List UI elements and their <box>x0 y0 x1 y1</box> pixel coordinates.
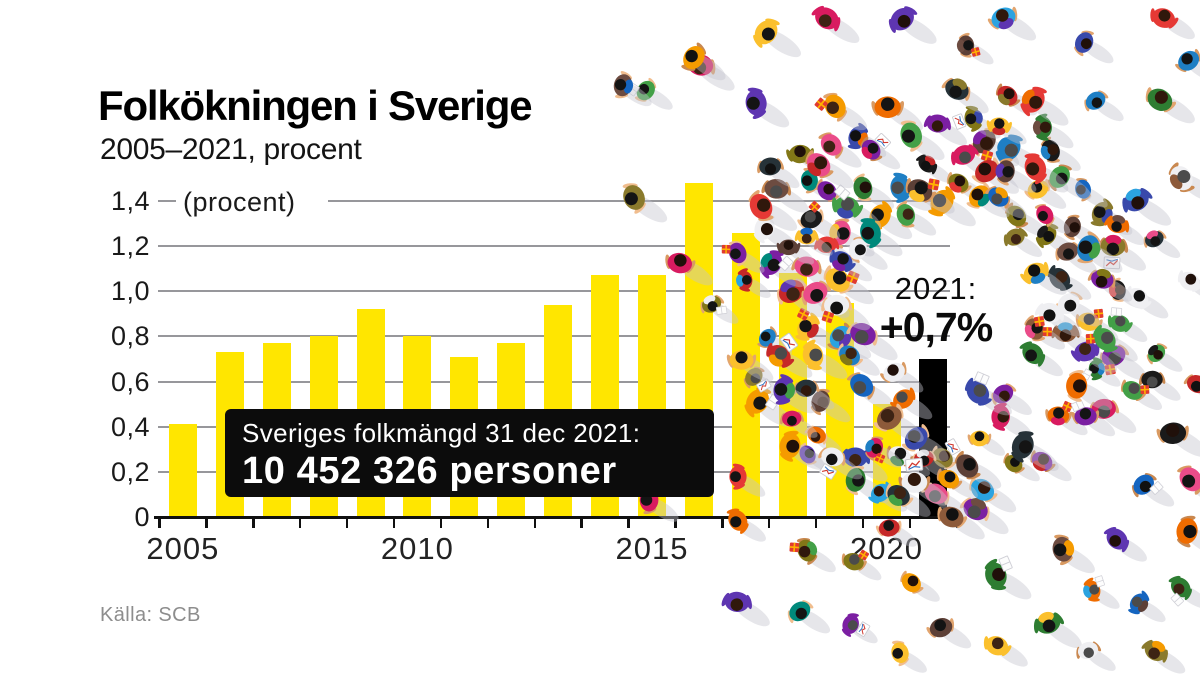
x-axis-tick <box>486 519 490 528</box>
y-axis-tick-label: 0,8 <box>110 321 150 352</box>
y-axis-tick-label: 0,4 <box>110 411 150 442</box>
x-axis-tick <box>674 519 677 528</box>
y-axis-tick-label: 0 <box>134 502 150 532</box>
y-axis-tick-label: 1,2 <box>110 231 150 261</box>
x-axis-tick <box>158 519 161 528</box>
y-axis-unit-label: (procent) <box>183 187 296 217</box>
x-axis-tick <box>767 519 771 528</box>
page-subtitle: 2005–2021, procent <box>100 133 362 166</box>
x-axis-tick <box>580 519 583 528</box>
x-axis-tick <box>252 519 255 528</box>
bar-2021 <box>919 358 948 517</box>
x-axis-tick <box>345 519 349 528</box>
highlight-value-label: +0,7% <box>879 304 993 350</box>
bar-2017 <box>731 232 760 517</box>
gridline <box>158 290 950 293</box>
source-credit: Källa: SCB <box>100 604 201 626</box>
x-axis-tick <box>205 519 208 528</box>
bar-2020 <box>872 404 901 517</box>
highlight-year-callout: 2021: +0,7% <box>845 272 1027 349</box>
gridline <box>328 199 950 202</box>
x-axis-tick <box>392 519 396 528</box>
x-axis-tick <box>955 519 958 528</box>
bar-2018 <box>778 273 807 517</box>
highlight-year-label: 2021: <box>894 271 978 306</box>
x-axis-tick <box>533 519 536 528</box>
y-axis-tick-label: 1,0 <box>110 276 150 307</box>
x-axis-tick <box>627 519 630 528</box>
population-callout: Sveriges folkmängd 31 dec 2021: 10 452 3… <box>225 409 714 497</box>
x-axis-tick <box>439 519 443 528</box>
x-axis-tick-label: 2020 <box>850 531 923 566</box>
bar-2005 <box>168 424 197 517</box>
population-callout-label: Sveriges folkmängd 31 dec 2021: <box>242 418 641 448</box>
x-axis-tick-label: 2015 <box>615 531 689 566</box>
gridline <box>158 245 950 247</box>
page-title: Folkökningen i Sverige <box>98 82 533 129</box>
x-axis-tick-label: 2005 <box>146 531 220 566</box>
gridline <box>158 199 176 202</box>
x-axis-tick <box>861 519 865 528</box>
x-axis-line <box>154 515 962 519</box>
x-axis-tick <box>908 519 912 528</box>
x-axis-tick <box>814 519 818 528</box>
x-axis-tick <box>721 519 724 528</box>
y-axis-tick-label: 0,2 <box>110 456 150 487</box>
x-axis-tick-label: 2010 <box>380 531 454 566</box>
population-callout-value: 10 452 326 personer <box>242 450 617 492</box>
y-axis-tick-label: 1,4 <box>110 185 150 216</box>
y-axis-tick-label: 0,6 <box>110 366 150 397</box>
x-axis-tick <box>298 519 302 528</box>
